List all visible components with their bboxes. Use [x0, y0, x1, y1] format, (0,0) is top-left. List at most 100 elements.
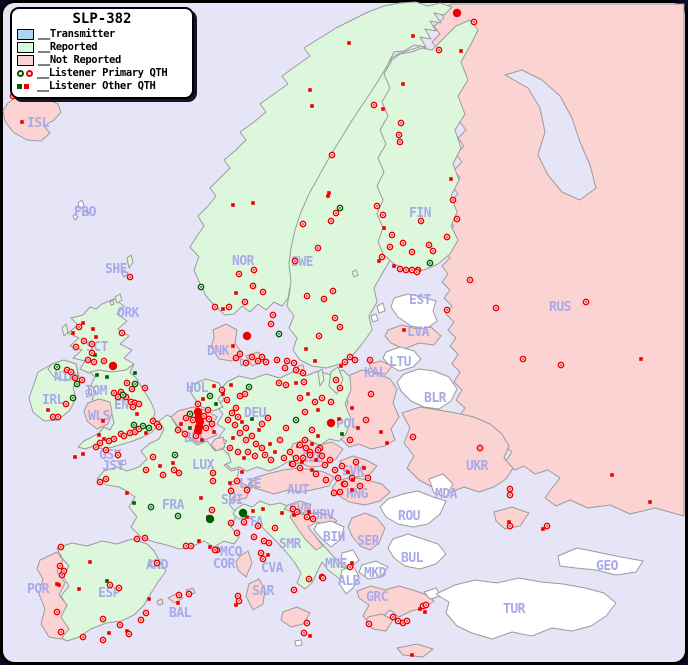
listener-primary-dot	[129, 276, 131, 278]
legend-row-1: __Reported	[17, 41, 187, 53]
listener-primary-dot	[65, 403, 67, 405]
listener-primary-dot	[323, 298, 325, 300]
listener-other-marker	[135, 412, 139, 416]
listener-primary-dot	[230, 522, 232, 524]
listener-other-marker	[350, 406, 354, 410]
listener-primary-dot	[105, 478, 107, 480]
listener-primary-dot	[405, 269, 407, 271]
listener-primary-dot	[317, 449, 319, 451]
listener-primary-dot	[302, 457, 304, 459]
listener-primary-dot	[309, 454, 311, 456]
legend-row-0: __Transmitter	[17, 28, 187, 40]
legend-row-2: __Not Reported	[17, 54, 187, 66]
listener-primary-dot	[267, 417, 269, 419]
country-label-hol: HOL	[186, 381, 209, 396]
listener-primary-dot	[428, 244, 430, 246]
listener-other-marker	[316, 434, 320, 438]
listener-primary-dot	[420, 220, 422, 222]
listener-primary-dot	[311, 429, 313, 431]
listener-primary-dot	[238, 273, 240, 275]
listener-other-marker	[88, 560, 92, 564]
listener-primary-dot	[261, 447, 263, 449]
country-shape-bih	[313, 520, 345, 548]
country-shape-mda	[428, 473, 454, 498]
listener-primary-dot	[329, 459, 331, 461]
listener-primary-dot	[546, 525, 548, 527]
listener-primary-dot	[438, 49, 440, 51]
listener-other-marker	[229, 383, 233, 387]
listener-primary-dot	[349, 566, 351, 568]
listener-primary-dot	[60, 631, 62, 633]
listener-other-marker	[250, 417, 254, 421]
listener-primary-dot	[81, 379, 83, 381]
listener-primary-dot	[99, 442, 101, 444]
listener-other-marker	[71, 331, 75, 335]
listener-primary-dot	[113, 438, 115, 440]
listener-primary-dot	[148, 427, 150, 429]
listener-other-marker	[105, 579, 109, 583]
country-label-rus: RUS	[549, 300, 572, 315]
listener-other-marker	[308, 634, 312, 638]
listener-primary-dot	[292, 463, 294, 465]
country-label-smr: SMR	[279, 537, 302, 552]
listener-other-marker	[326, 194, 330, 198]
listener-primary-dot	[337, 477, 339, 479]
listener-primary-dot	[308, 578, 310, 580]
listener-primary-dot	[238, 600, 240, 602]
country-label-est: EST	[409, 293, 432, 308]
listener-primary-dot	[52, 416, 54, 418]
listener-primary-dot	[188, 593, 190, 595]
listener-primary-dot	[251, 356, 253, 358]
listener-primary-dot	[399, 268, 401, 270]
listener-primary-dot	[126, 382, 128, 384]
listener-primary-dot	[235, 357, 237, 359]
listener-other-marker	[188, 426, 192, 430]
listener-primary-dot	[245, 362, 247, 364]
listener-primary-dot	[117, 396, 119, 398]
listener-primary-dot	[237, 416, 239, 418]
country-shape-iom	[85, 388, 93, 398]
country-shape-sicily	[280, 606, 311, 628]
listener-primary-dot	[150, 506, 152, 508]
listener-primary-dot	[185, 417, 187, 419]
listener-other-marker	[507, 520, 511, 524]
listener-other-marker	[221, 392, 225, 396]
qth-circle-icon	[17, 69, 24, 77]
listener-primary-dot	[286, 360, 288, 362]
listener-other-marker	[541, 527, 545, 531]
listener-primary-dot	[399, 141, 401, 143]
listener-primary-dot	[178, 594, 180, 596]
country-label-esp: ESP	[98, 586, 121, 601]
listener-primary-dot	[303, 632, 305, 634]
listener-primary-dot	[230, 490, 232, 492]
listener-primary-dot	[306, 622, 308, 624]
listener-primary-dot	[257, 360, 259, 362]
country-label-mkd: MKD	[364, 566, 387, 581]
listener-other-marker	[231, 436, 235, 440]
listener-primary-dot	[303, 381, 305, 383]
listener-primary-dot	[339, 207, 341, 209]
country-label-jsy: JSY	[102, 459, 125, 474]
legend-title: SLP-382	[72, 11, 132, 27]
listener-primary-dot	[276, 359, 278, 361]
listener-primary-dot	[122, 394, 124, 396]
listener-primary-dot	[234, 424, 236, 426]
listener-primary-dot	[91, 352, 93, 354]
listener-primary-dot	[231, 412, 233, 414]
not_reported-swatch	[17, 54, 34, 66]
listener-primary-dot	[72, 397, 74, 399]
country-shape-esp	[56, 538, 167, 642]
listener-other-marker	[423, 610, 427, 614]
listener-other-marker	[351, 478, 355, 482]
listener-primary-dot	[376, 205, 378, 207]
listener-primary-dot	[133, 424, 135, 426]
listener-primary-dot	[314, 401, 316, 403]
listener-primary-dot	[87, 359, 89, 361]
country-label-deu: DEU	[244, 406, 267, 421]
listener-other-marker	[93, 353, 97, 357]
listener-primary-dot	[83, 340, 85, 342]
listener-other-marker	[94, 335, 98, 339]
country-label-alb: ALB	[338, 574, 361, 589]
country-shape-ork	[109, 299, 115, 306]
